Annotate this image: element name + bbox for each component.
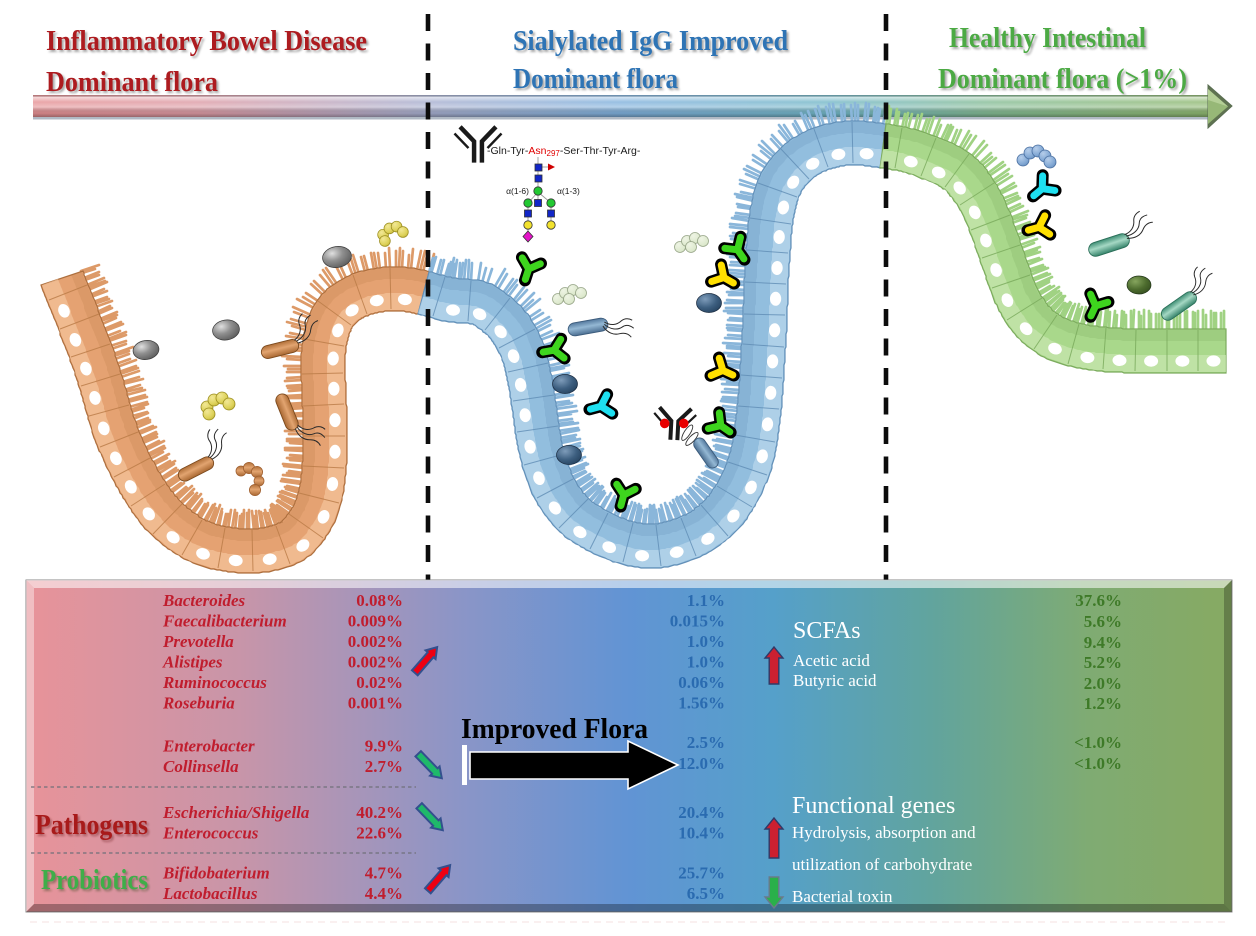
svg-text:Dominant flora (>1%): Dominant flora (>1%) bbox=[940, 65, 1189, 97]
svg-text:0.02%: 0.02% bbox=[356, 673, 403, 692]
svg-text:Dominant flora: Dominant flora bbox=[513, 63, 678, 95]
svg-text:4.4%: 4.4% bbox=[365, 884, 403, 903]
svg-text:Probiotics: Probiotics bbox=[41, 865, 148, 896]
svg-text:1.2%: 1.2% bbox=[1084, 694, 1122, 713]
svg-text:22.6%: 22.6% bbox=[356, 824, 403, 843]
svg-text:<1.0%: <1.0% bbox=[1074, 733, 1122, 752]
svg-text:37.6%: 37.6% bbox=[1075, 591, 1122, 610]
svg-text:25.7%: 25.7% bbox=[678, 864, 725, 883]
svg-text:Butyric acid: Butyric acid bbox=[793, 671, 877, 690]
svg-text:20.4%: 20.4% bbox=[678, 803, 725, 822]
svg-text:Roseburia: Roseburia bbox=[162, 694, 235, 713]
svg-text:Escherichia/Shigella: Escherichia/Shigella bbox=[162, 803, 310, 822]
svg-text:5.2%: 5.2% bbox=[1084, 653, 1122, 672]
svg-text:Acetic acid: Acetic acid bbox=[793, 651, 870, 670]
svg-text:Enterobacter: Enterobacter bbox=[162, 737, 255, 756]
svg-text:9.9%: 9.9% bbox=[365, 737, 403, 756]
svg-text:Pathogens: Pathogens bbox=[37, 812, 150, 843]
svg-text:0.001%: 0.001% bbox=[348, 694, 403, 713]
svg-text:Hydrolysis, absorption and: Hydrolysis, absorption and bbox=[792, 823, 976, 842]
svg-text:<1.0%: <1.0% bbox=[1074, 754, 1122, 773]
svg-text:Inflammatory Bowel Disease: Inflammatory Bowel Disease bbox=[48, 27, 369, 59]
svg-text:Alistipes: Alistipes bbox=[162, 653, 223, 672]
svg-text:Inflammatory Bowel Disease: Inflammatory Bowel Disease bbox=[46, 25, 367, 57]
svg-text:Sialylated IgG Improved: Sialylated IgG Improved bbox=[513, 25, 788, 57]
svg-text:Healthy Intestinal: Healthy Intestinal bbox=[951, 24, 1148, 56]
svg-text:5.6%: 5.6% bbox=[1084, 612, 1122, 631]
svg-text:α(1-3): α(1-3) bbox=[557, 186, 580, 196]
svg-text:-Gln-Tyr-Asn297-Ser-Thr-Tyr-Ar: -Gln-Tyr-Asn297-Ser-Thr-Tyr-Arg- bbox=[487, 145, 641, 158]
svg-text:0.08%: 0.08% bbox=[356, 591, 403, 610]
svg-text:Functional genes: Functional genes bbox=[792, 793, 955, 819]
svg-text:Bifidobaterium: Bifidobaterium bbox=[162, 864, 270, 883]
svg-text:0.06%: 0.06% bbox=[678, 673, 725, 692]
svg-text:2.0%: 2.0% bbox=[1084, 674, 1122, 693]
svg-text:Dominant flora (>1%): Dominant flora (>1%) bbox=[938, 63, 1187, 95]
svg-text:0.009%: 0.009% bbox=[348, 612, 403, 631]
svg-text:0.015%: 0.015% bbox=[670, 612, 725, 631]
svg-text:SCFAs: SCFAs bbox=[793, 618, 861, 644]
svg-text:1.0%: 1.0% bbox=[687, 653, 725, 672]
svg-text:Improved Flora: Improved Flora bbox=[461, 713, 648, 745]
svg-text:1.56%: 1.56% bbox=[678, 694, 725, 713]
svg-text:Prevotella: Prevotella bbox=[162, 632, 234, 651]
svg-text:9.4%: 9.4% bbox=[1084, 633, 1122, 652]
svg-text:α(1-6): α(1-6) bbox=[506, 186, 529, 196]
svg-text:Healthy Intestinal: Healthy Intestinal bbox=[949, 22, 1146, 54]
svg-text:Dominant flora: Dominant flora bbox=[515, 65, 680, 97]
svg-text:Dominant flora: Dominant flora bbox=[48, 68, 220, 100]
svg-text:Sialylated IgG Improved: Sialylated IgG Improved bbox=[515, 27, 790, 59]
svg-text:2.5%: 2.5% bbox=[687, 733, 725, 752]
svg-text:Bacterial toxin: Bacterial toxin bbox=[792, 887, 893, 906]
svg-text:utilization of carbohydrate: utilization of carbohydrate bbox=[792, 855, 972, 874]
svg-text:Faecalibacterium: Faecalibacterium bbox=[162, 612, 287, 631]
svg-text:0.002%: 0.002% bbox=[348, 632, 403, 651]
svg-text:10.4%: 10.4% bbox=[678, 824, 725, 843]
svg-text:Bacteroides: Bacteroides bbox=[162, 591, 246, 610]
svg-text:Enterococcus: Enterococcus bbox=[162, 824, 259, 843]
svg-text:0.002%: 0.002% bbox=[348, 653, 403, 672]
svg-text:Pathogens: Pathogens bbox=[35, 810, 148, 841]
svg-text:12.0%: 12.0% bbox=[678, 754, 725, 773]
svg-text:1.0%: 1.0% bbox=[687, 632, 725, 651]
svg-text:1.1%: 1.1% bbox=[687, 591, 725, 610]
svg-text:Collinsella: Collinsella bbox=[163, 757, 239, 776]
svg-text:4.7%: 4.7% bbox=[365, 864, 403, 883]
svg-text:Lactobacillus: Lactobacillus bbox=[162, 884, 258, 903]
svg-text:Probiotics: Probiotics bbox=[43, 867, 150, 898]
svg-text:Ruminococcus: Ruminococcus bbox=[162, 673, 267, 692]
svg-text:2.7%: 2.7% bbox=[365, 757, 403, 776]
svg-text:40.2%: 40.2% bbox=[356, 803, 403, 822]
svg-text:Dominant flora: Dominant flora bbox=[46, 66, 218, 98]
svg-text:6.5%: 6.5% bbox=[687, 884, 725, 903]
